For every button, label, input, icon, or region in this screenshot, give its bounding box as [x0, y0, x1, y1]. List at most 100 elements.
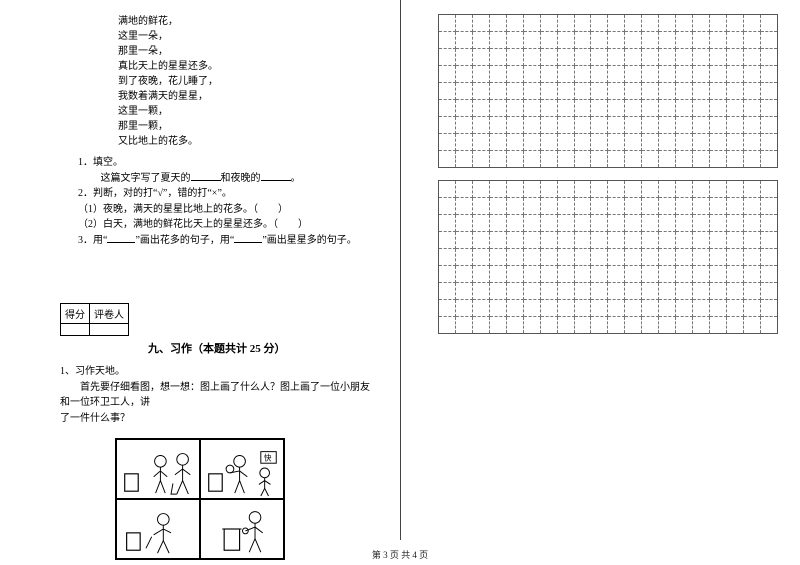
writing-cell[interactable]	[455, 215, 472, 232]
writing-cell[interactable]	[540, 66, 557, 83]
writing-cell[interactable]	[574, 15, 591, 32]
writing-cell[interactable]	[574, 215, 591, 232]
writing-cell[interactable]	[659, 249, 676, 266]
writing-cell[interactable]	[523, 100, 540, 117]
writing-cell[interactable]	[540, 300, 557, 317]
writing-cell[interactable]	[472, 151, 489, 168]
writing-cell[interactable]	[439, 198, 456, 215]
writing-cell[interactable]	[540, 181, 557, 198]
writing-cell[interactable]	[591, 134, 608, 151]
writing-cell[interactable]	[608, 15, 625, 32]
writing-cell[interactable]	[659, 83, 676, 100]
writing-cell[interactable]	[625, 215, 642, 232]
writing-cell[interactable]	[506, 249, 523, 266]
writing-cell[interactable]	[489, 100, 506, 117]
writing-cell[interactable]	[574, 117, 591, 134]
writing-cell[interactable]	[760, 66, 777, 83]
writing-cell[interactable]	[506, 100, 523, 117]
writing-cell[interactable]	[608, 49, 625, 66]
writing-cell[interactable]	[625, 134, 642, 151]
writing-cell[interactable]	[676, 49, 693, 66]
writing-cell[interactable]	[540, 283, 557, 300]
writing-cell[interactable]	[574, 83, 591, 100]
writing-cell[interactable]	[642, 266, 659, 283]
writing-cell[interactable]	[760, 83, 777, 100]
writing-cell[interactable]	[591, 151, 608, 168]
writing-cell[interactable]	[743, 300, 760, 317]
writing-cell[interactable]	[726, 198, 743, 215]
writing-cell[interactable]	[743, 249, 760, 266]
writing-cell[interactable]	[625, 117, 642, 134]
writing-cell[interactable]	[625, 83, 642, 100]
writing-cell[interactable]	[710, 249, 727, 266]
writing-cell[interactable]	[591, 215, 608, 232]
writing-cell[interactable]	[710, 232, 727, 249]
writing-cell[interactable]	[540, 49, 557, 66]
writing-cell[interactable]	[693, 49, 710, 66]
writing-cell[interactable]	[591, 181, 608, 198]
writing-cell[interactable]	[625, 181, 642, 198]
writing-cell[interactable]	[455, 283, 472, 300]
writing-cell[interactable]	[540, 249, 557, 266]
writing-cell[interactable]	[676, 15, 693, 32]
writing-cell[interactable]	[608, 215, 625, 232]
writing-cell[interactable]	[608, 117, 625, 134]
writing-cell[interactable]	[506, 283, 523, 300]
writing-cell[interactable]	[472, 117, 489, 134]
writing-cell[interactable]	[625, 49, 642, 66]
writing-cell[interactable]	[760, 266, 777, 283]
writing-cell[interactable]	[557, 83, 574, 100]
writing-cell[interactable]	[760, 232, 777, 249]
writing-cell[interactable]	[710, 181, 727, 198]
writing-cell[interactable]	[557, 49, 574, 66]
writing-cell[interactable]	[455, 300, 472, 317]
writing-cell[interactable]	[642, 283, 659, 300]
writing-cell[interactable]	[523, 32, 540, 49]
writing-cell[interactable]	[506, 317, 523, 334]
writing-cell[interactable]	[455, 198, 472, 215]
fill-blank[interactable]	[191, 171, 221, 181]
writing-cell[interactable]	[506, 215, 523, 232]
writing-cell[interactable]	[540, 317, 557, 334]
writing-cell[interactable]	[676, 100, 693, 117]
writing-cell[interactable]	[760, 215, 777, 232]
writing-cell[interactable]	[523, 151, 540, 168]
writing-cell[interactable]	[760, 117, 777, 134]
writing-cell[interactable]	[472, 317, 489, 334]
writing-cell[interactable]	[710, 49, 727, 66]
writing-cell[interactable]	[726, 32, 743, 49]
writing-cell[interactable]	[540, 32, 557, 49]
writing-cell[interactable]	[726, 49, 743, 66]
writing-cell[interactable]	[710, 100, 727, 117]
writing-cell[interactable]	[506, 83, 523, 100]
writing-cell[interactable]	[726, 83, 743, 100]
writing-cell[interactable]	[659, 15, 676, 32]
writing-cell[interactable]	[540, 100, 557, 117]
writing-cell[interactable]	[710, 66, 727, 83]
writing-cell[interactable]	[608, 32, 625, 49]
writing-cell[interactable]	[625, 32, 642, 49]
writing-cell[interactable]	[710, 32, 727, 49]
writing-cell[interactable]	[523, 249, 540, 266]
writing-cell[interactable]	[455, 151, 472, 168]
writing-cell[interactable]	[574, 300, 591, 317]
fill-blank[interactable]	[234, 233, 262, 243]
writing-cell[interactable]	[642, 151, 659, 168]
writing-cell[interactable]	[574, 49, 591, 66]
writing-cell[interactable]	[439, 249, 456, 266]
writing-cell[interactable]	[439, 266, 456, 283]
writing-cell[interactable]	[760, 249, 777, 266]
writing-cell[interactable]	[625, 317, 642, 334]
writing-cell[interactable]	[726, 232, 743, 249]
writing-cell[interactable]	[506, 15, 523, 32]
writing-cell[interactable]	[506, 181, 523, 198]
writing-cell[interactable]	[743, 283, 760, 300]
writing-cell[interactable]	[710, 215, 727, 232]
writing-cell[interactable]	[523, 283, 540, 300]
writing-cell[interactable]	[506, 117, 523, 134]
writing-cell[interactable]	[676, 181, 693, 198]
writing-cell[interactable]	[642, 100, 659, 117]
writing-cell[interactable]	[659, 215, 676, 232]
writing-cell[interactable]	[760, 283, 777, 300]
writing-cell[interactable]	[710, 117, 727, 134]
